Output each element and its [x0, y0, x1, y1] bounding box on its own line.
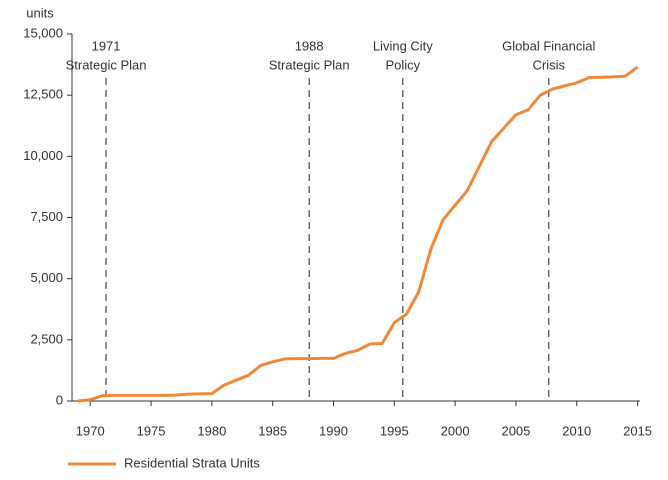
- x-tick-label: 1995: [380, 423, 409, 438]
- y-tick-label: 7,500: [30, 209, 63, 224]
- data-line: [77, 65, 639, 403]
- x-tick-label: 1980: [197, 423, 226, 438]
- annotation-text: Living City: [373, 38, 433, 53]
- legend-label: Residential Strata Units: [124, 455, 260, 470]
- y-tick-label: 10,000: [23, 148, 63, 163]
- y-tick-label: 0: [56, 392, 63, 407]
- annotation-text: 1971: [92, 38, 121, 53]
- annotation-text: Strategic Plan: [66, 57, 147, 72]
- annotation-text: Global Financial: [502, 38, 595, 53]
- x-tick-label: 2005: [501, 423, 530, 438]
- x-tick-label: 1970: [76, 423, 105, 438]
- annotation-text: 1988: [295, 38, 324, 53]
- y-tick-label: 12,500: [23, 87, 63, 102]
- annotation-text: Crisis: [533, 57, 566, 72]
- y-axis-label: units: [26, 5, 54, 20]
- x-tick-label: 2010: [562, 423, 591, 438]
- x-tick-label: 1990: [319, 423, 348, 438]
- annotation-text: Strategic Plan: [269, 57, 350, 72]
- x-tick-label: 1975: [137, 423, 166, 438]
- x-tick-label: 1985: [258, 423, 287, 438]
- x-tick-label: 2015: [623, 423, 652, 438]
- y-tick-label: 15,000: [23, 25, 63, 40]
- annotation-text: Policy: [385, 57, 420, 72]
- x-tick-label: 2000: [441, 423, 470, 438]
- y-tick-label: 5,000: [30, 270, 63, 285]
- y-tick-label: 2,500: [30, 331, 63, 346]
